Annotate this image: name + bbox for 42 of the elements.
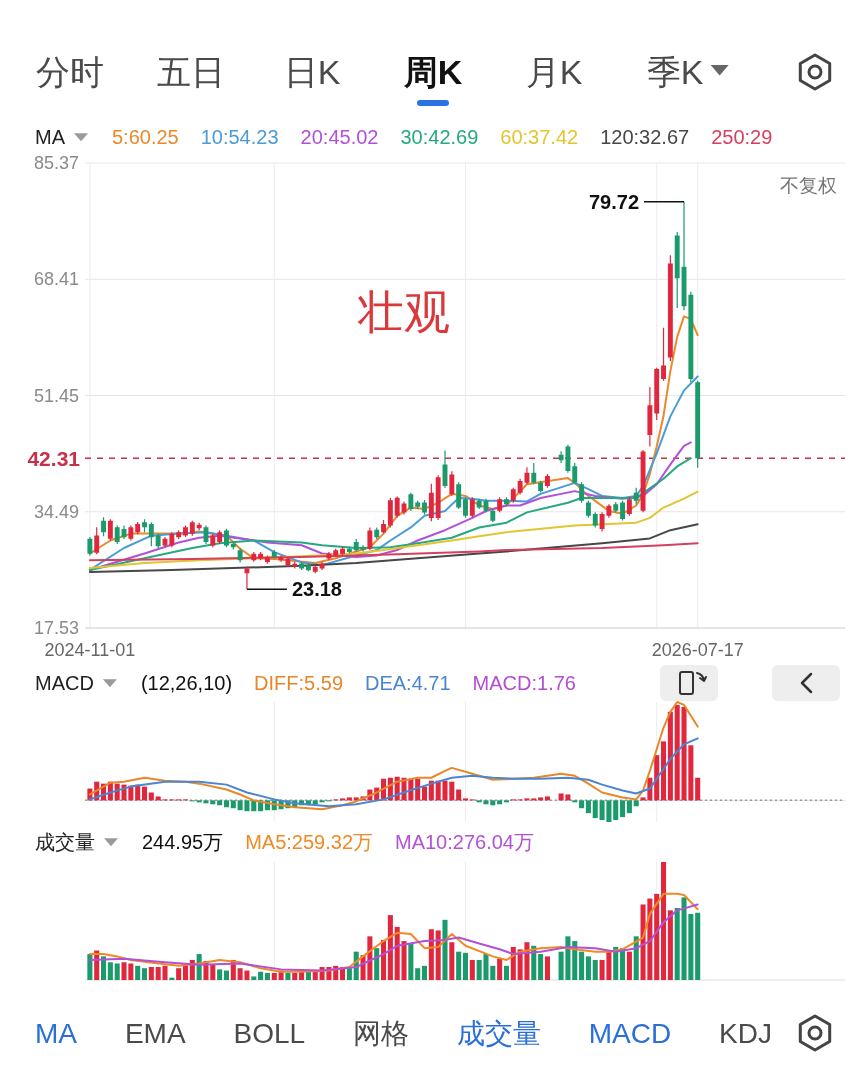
y-tick-label: 51.45 bbox=[33, 385, 79, 406]
text: DEA:4.71 bbox=[365, 672, 451, 694]
text: 月K bbox=[525, 53, 583, 91]
y-tick-label: 34.49 bbox=[33, 501, 79, 522]
text: DIFF:5.59 bbox=[254, 672, 344, 694]
text: 60:37.42 bbox=[500, 126, 579, 148]
text: KDJ bbox=[719, 1017, 773, 1049]
y-tick-label: 17.53 bbox=[33, 618, 79, 638]
text: 244.95万 bbox=[142, 831, 224, 853]
legend-title: MACD bbox=[35, 672, 94, 694]
text: EMA bbox=[124, 1017, 186, 1049]
text: 周K bbox=[402, 53, 463, 91]
text: MACD bbox=[588, 1017, 672, 1049]
text: BOLL bbox=[233, 1017, 306, 1049]
text: 季K bbox=[646, 53, 704, 91]
text: MACD:1.76 bbox=[472, 672, 576, 694]
text: 成交量 bbox=[456, 1017, 541, 1049]
text: 分时 bbox=[36, 53, 104, 91]
text: 120:32.67 bbox=[600, 126, 690, 148]
text: 5:60.25 bbox=[112, 126, 179, 148]
text: 20:45.02 bbox=[300, 126, 379, 148]
text: 网格 bbox=[353, 1017, 409, 1049]
x-tick-label: 2024-11-01 bbox=[44, 640, 136, 660]
y-tick-label: 85.37 bbox=[33, 153, 79, 173]
text: MA5:259.32万 bbox=[245, 831, 374, 853]
annotation: 79.72 bbox=[588, 190, 640, 213]
ref-line-label: 42.31 bbox=[27, 446, 81, 470]
text: 250:29 bbox=[711, 126, 773, 148]
annotation: 不复权 bbox=[780, 174, 837, 196]
legend-title: MA bbox=[35, 126, 66, 148]
text: MA10:276.04万 bbox=[395, 831, 534, 853]
annotation: 23.18 bbox=[291, 578, 343, 601]
text: 10:54.23 bbox=[200, 126, 279, 148]
text: (12,26,10) bbox=[140, 672, 233, 694]
legend-title: 成交量 bbox=[35, 831, 95, 853]
x-tick-label: 2026-07-17 bbox=[651, 640, 744, 660]
text: 五日 bbox=[157, 53, 225, 91]
text: MA bbox=[35, 1017, 78, 1049]
annotation: 壮观 bbox=[357, 285, 451, 338]
y-tick-label: 68.41 bbox=[33, 269, 79, 290]
text: 日K bbox=[283, 53, 341, 91]
text: 30:42.69 bbox=[400, 126, 479, 148]
